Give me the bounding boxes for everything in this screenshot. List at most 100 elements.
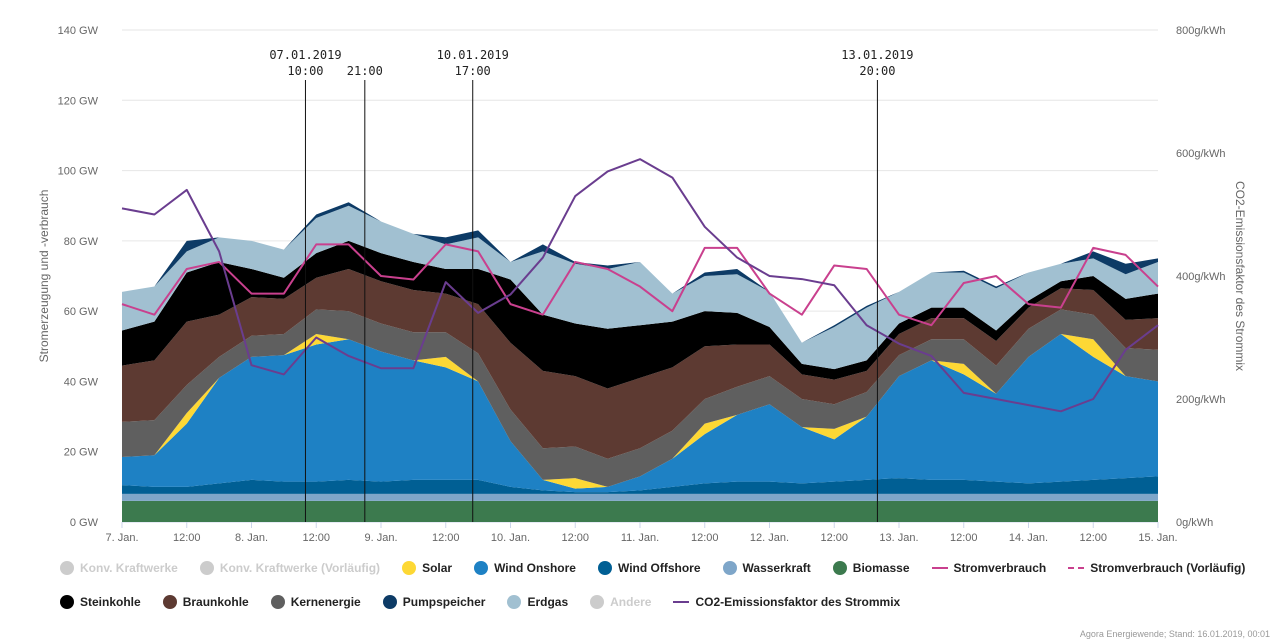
x-tick-label: 14. Jan.	[1009, 532, 1048, 544]
legend: Konv. Kraftwerke Konv. Kraftwerke (Vorläu…	[60, 556, 1260, 624]
x-tick-label: 15. Jan.	[1138, 532, 1177, 544]
x-tick-label: 12:00	[1079, 532, 1107, 544]
stacked-areas	[122, 202, 1158, 522]
legend-dot-icon	[597, 561, 612, 575]
legend-item-steinkohle[interactable]: Steinkohle	[60, 595, 141, 609]
annotation-time: 20:00	[859, 64, 895, 78]
y-left-tick-label: 140 GW	[58, 25, 99, 37]
legend-dot-icon	[402, 561, 417, 575]
legend-label: Stromverbrauch (Vorläufig)	[1090, 561, 1246, 575]
y-left-tick-label: 80 GW	[64, 236, 99, 248]
legend-label: Kernenergie	[290, 595, 361, 609]
legend-dot-icon	[832, 561, 847, 575]
x-tick-label: 7. Jan.	[105, 532, 138, 544]
legend-item-pumpspeicher[interactable]: Pumpspeicher	[382, 595, 486, 609]
area-braunkohle	[122, 268, 1158, 459]
annotation-date: 07.01.2019	[269, 48, 341, 62]
legend-line-icon	[931, 567, 948, 569]
x-tick-label: 8. Jan.	[235, 532, 268, 544]
legend-label: CO2-Emissionsfaktor des Strommix	[695, 595, 901, 609]
legend-label: Solar	[422, 561, 453, 575]
annotation-time: 10:00	[287, 64, 323, 78]
area-wind-onshore	[122, 333, 1158, 493]
legend-dot-icon	[270, 595, 285, 609]
y-left-tick-label: 120 GW	[58, 95, 99, 107]
axes: 0 GW 20 GW 40 GW 60 GW 80 GW 100 GW 120 GW 140 …	[58, 25, 1226, 544]
y-right-tick-label: 200g/kWh	[1176, 394, 1226, 406]
legend-label: Stromverbrauch	[953, 561, 1047, 575]
legend-dot-icon	[590, 595, 605, 609]
legend-dot-icon	[60, 561, 74, 575]
x-tick-label: 12:00	[950, 532, 978, 544]
energy-chart: 07.01.2019 10:00 21:00 10.01.2019 17:00 13.01…	[37, 25, 1247, 544]
x-tick-label: 10. Jan.	[491, 532, 530, 544]
overlay-lines	[121, 158, 1159, 413]
y-left-tick-label: 20 GW	[64, 447, 99, 459]
legend-label: Wind Onshore	[494, 561, 576, 575]
legend-label: Andere	[610, 595, 652, 609]
x-tick-label: 9. Jan.	[364, 532, 397, 544]
y-left-tick-label: 100 GW	[58, 166, 99, 178]
area-biomasse	[122, 500, 1158, 522]
annotation-time: 17:00	[455, 64, 491, 78]
legend-label: Wasserkraft	[742, 561, 811, 575]
legend-dot-icon	[507, 595, 522, 609]
legend-item-erdgas[interactable]: Erdgas	[507, 595, 568, 609]
legend-item-stromverbrauch-vorl-ufig[interactable]: Stromverbrauch (Vorläufig)	[1068, 561, 1245, 575]
legend-item-konv-kraftwerke[interactable]: Konv. Kraftwerke	[60, 561, 178, 575]
legend-dot-icon	[199, 561, 214, 575]
x-tick-label: 12. Jan.	[750, 532, 789, 544]
legend-item-wind-offshore[interactable]: Wind Offshore	[597, 561, 701, 575]
line-stromverbrauch	[121, 243, 1159, 327]
legend-item-wasserkraft[interactable]: Wasserkraft	[722, 561, 811, 575]
y-left-axis-title: Stromerzeugung und -verbrauch	[37, 190, 51, 363]
legend-label: Braunkohle	[182, 595, 249, 609]
legend-label: Konv. Kraftwerke (Vorläufig)	[219, 561, 381, 575]
y-right-tick-label: 600g/kWh	[1176, 148, 1226, 160]
credits: Agora Energiewende; Stand: 16.01.2019, 0…	[1079, 629, 1270, 639]
legend-label: Wind Offshore	[617, 561, 701, 575]
legend-item-braunkohle[interactable]: Braunkohle	[162, 595, 249, 609]
y-left-tick-label: 40 GW	[64, 376, 99, 388]
annotation-date: 10.01.2019	[437, 48, 509, 62]
legend-label: Pumpspeicher	[402, 595, 486, 609]
legend-item-stromverbrauch[interactable]: Stromverbrauch	[931, 561, 1047, 575]
legend-line-icon	[673, 601, 690, 603]
y-left-tick-label: 60 GW	[64, 306, 99, 318]
legend-dot-icon	[722, 561, 737, 575]
line-co2-emissionsfaktor-des-strommix	[121, 158, 1159, 413]
annotation-time: 21:00	[347, 64, 383, 78]
legend-item-andere[interactable]: Andere	[590, 595, 651, 609]
x-tick-label: 12:00	[302, 532, 330, 544]
x-tick-label: 12:00	[691, 532, 719, 544]
legend-item-kernenergie[interactable]: Kernenergie	[270, 595, 361, 609]
annotation-date: 13.01.2019	[841, 48, 913, 62]
area-wasserkraft	[122, 493, 1158, 501]
x-tick-label: 12:00	[820, 532, 848, 544]
legend-item-co2-emissionsfaktor-des-strommix[interactable]: CO2-Emissionsfaktor des Strommix	[673, 595, 900, 609]
y-right-tick-label: 800g/kWh	[1176, 25, 1226, 37]
legend-item-solar[interactable]: Solar	[402, 561, 452, 575]
annotations: 07.01.2019 10:00 21:00 10.01.2019 17:00 13.01…	[269, 48, 914, 522]
legend-dot-icon	[162, 595, 177, 609]
y-right-tick-label: 400g/kWh	[1176, 271, 1226, 283]
legend-item-konv-kraftwerke-vorl-ufig[interactable]: Konv. Kraftwerke (Vorläufig)	[199, 561, 381, 575]
x-tick-label: 11. Jan.	[621, 532, 659, 544]
legend-row-2: Steinkohle Braunkohle Kernenergie Pumpspeic…	[60, 590, 1260, 614]
legend-label: Konv. Kraftwerke	[80, 561, 178, 575]
y-right-axis-title: CO2-Emissionsfaktor des Strommix	[1233, 181, 1247, 371]
y-left-tick-label: 0 GW	[70, 517, 99, 529]
legend-label: Steinkohle	[80, 595, 141, 609]
area-wind-offshore	[122, 476, 1158, 494]
legend-item-biomasse[interactable]: Biomasse	[832, 561, 910, 575]
x-tick-label: 13. Jan.	[879, 532, 918, 544]
legend-label: Biomasse	[852, 561, 910, 575]
y-right-tick-label: 0g/kWh	[1176, 517, 1213, 529]
legend-line-icon	[1068, 567, 1085, 569]
legend-item-wind-onshore[interactable]: Wind Onshore	[474, 561, 576, 575]
legend-dot-icon	[60, 595, 74, 609]
legend-label: Erdgas	[527, 595, 569, 609]
x-tick-label: 12:00	[173, 532, 201, 544]
area-kernenergie	[122, 309, 1158, 487]
x-tick-label: 12:00	[432, 532, 460, 544]
